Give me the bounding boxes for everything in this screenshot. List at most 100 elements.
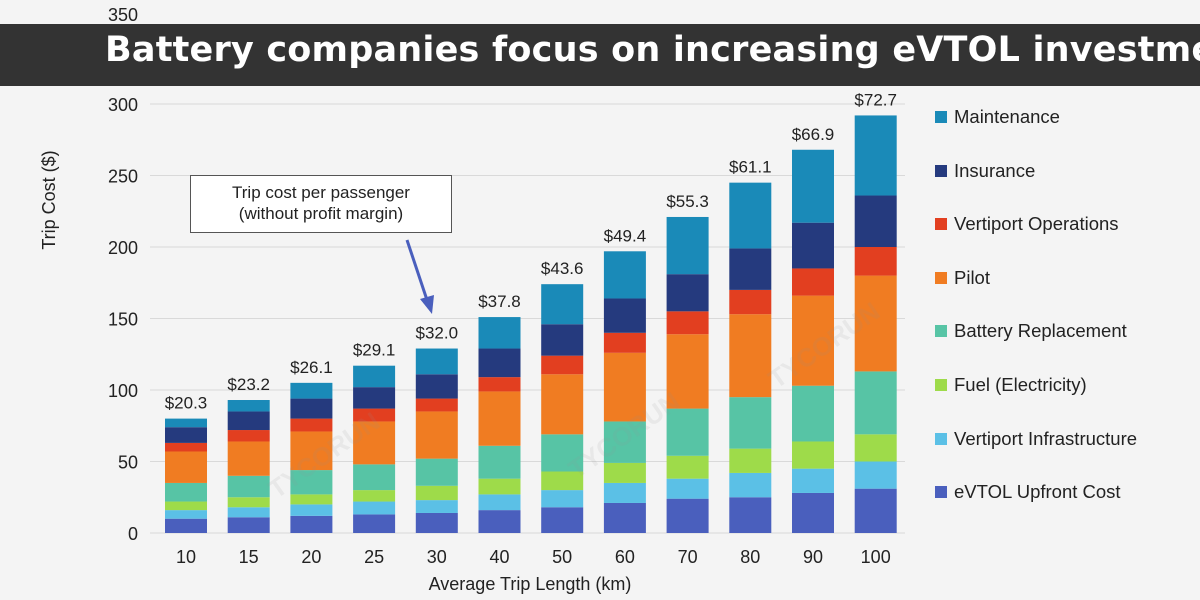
y-tick-label: 50 [118,453,138,473]
y-axis-title: Trip Cost ($) [39,150,59,249]
bar-segment-pilot [792,295,834,386]
legend-item: Battery Replacement [935,320,1127,342]
bar-segment-fuel-electricity- [603,462,646,483]
legend-label: Maintenance [954,106,1060,127]
x-tick-label: 70 [678,547,698,567]
annotation-line-2: (without profit margin) [238,204,404,223]
banner-title: Battery companies focus on increasing eV… [105,30,1200,70]
x-tick-label: 50 [552,547,572,567]
bar-segment-pilot [666,334,709,409]
bar-segment-vertiport-operations [541,355,584,375]
bar-segment-evtol-upfront-cost [603,502,646,533]
x-tick-label: 60 [615,547,635,567]
bar-segment-battery-replacement [666,408,709,456]
bar-segment-battery-replacement [729,397,772,449]
bar-segment-vertiport-operations [290,418,333,432]
bar-segment-maintenance [541,284,584,325]
bar-segment-battery-replacement [165,482,207,502]
x-tick-label: 30 [427,547,447,567]
y-tick-label: 350 [108,5,138,25]
bar-segment-insurance [478,348,521,378]
x-tick-label: 40 [489,547,509,567]
bar-segment-maintenance [165,418,207,428]
bar-segment-pilot [854,275,897,372]
bar-segment-fuel-electricity- [290,494,333,505]
data-label: $55.3 [666,192,709,211]
legend-label: Pilot [954,266,990,288]
legend-item: Vertiport Infrastructure [935,428,1137,450]
bar-segment-maintenance [666,216,709,275]
bar-segment-insurance [227,411,270,431]
y-tick-label: 300 [108,95,138,115]
bar-segment-pilot [729,314,772,398]
bar-segment-battery-replacement [603,421,646,463]
legend-swatch [935,111,947,123]
bar-segment-pilot [290,431,333,471]
bar-segment-vertiport-operations [227,430,270,442]
bar-segment-vertiport-infrastructure [666,478,709,499]
bar-segment-insurance [353,387,396,409]
bar-segment-vertiport-infrastructure [290,504,333,516]
legend-label: Insurance [954,159,1036,181]
bar-segment-evtol-upfront-cost [227,517,270,533]
data-label: $32.0 [416,324,459,343]
legend-item: eVTOL Upfront Cost [935,481,1121,503]
legend-item: Insurance [935,160,1035,182]
bar-segment-fuel-electricity- [478,478,521,495]
bar-segment-maintenance [854,115,897,196]
bar-segment-maintenance [290,382,333,399]
bar-segment-maintenance [478,317,521,349]
arrow-head-icon [420,295,434,314]
bar-segment-vertiport-operations [603,332,646,353]
bar-segment-vertiport-infrastructure [541,490,584,508]
bar-segment-fuel-electricity- [729,448,772,473]
bar-segment-vertiport-operations [666,311,709,335]
bar-segment-insurance [290,398,333,419]
bar-segment-evtol-upfront-cost [478,510,521,533]
bar-segment-pilot [227,441,270,476]
legend-label: Battery Replacement [954,320,1127,342]
legend-swatch [935,379,947,391]
data-label: $49.4 [604,226,647,245]
bar-segment-vertiport-infrastructure [165,510,207,519]
bar-segment-vertiport-operations [478,377,521,392]
data-label: $29.1 [353,341,396,360]
bar-segment-battery-replacement [478,445,521,479]
x-tick-label: 100 [861,547,891,567]
bar-segment-fuel-electricity- [792,441,834,469]
bar-segment-pilot [541,374,584,435]
bar-segment-maintenance [227,400,270,412]
bar-segment-fuel-electricity- [227,497,270,508]
legend-label: eVTOL Upfront Cost [954,481,1121,503]
bar-segment-vertiport-infrastructure [603,482,646,503]
bar-segment-insurance [792,222,834,269]
legend-swatch [935,486,947,499]
bar-segment-maintenance [415,348,458,375]
bar-segment-maintenance [603,251,646,299]
annotation-arrow [405,239,429,301]
bar-segment-battery-replacement [792,385,834,442]
y-tick-label: 100 [108,381,138,401]
bar-segment-vertiport-infrastructure [227,507,270,518]
bar-segment-maintenance [353,365,396,388]
bar-segment-vertiport-infrastructure [729,472,772,498]
bar-segment-insurance [729,248,772,290]
bar-segment-battery-replacement [227,475,270,498]
data-label: $61.1 [729,158,772,177]
bar-segment-battery-replacement [854,371,897,435]
bar-segment-fuel-electricity- [353,490,396,502]
x-tick-label: 15 [239,547,259,567]
bar-segment-pilot [353,421,396,465]
bar-segment-vertiport-infrastructure [415,500,458,513]
bar-segment-evtol-upfront-cost [666,498,709,533]
bar-segment-maintenance [729,182,772,249]
bar-segment-vertiport-operations [353,408,396,422]
bar-segment-battery-replacement [415,458,458,486]
bar-segment-vertiport-operations [854,247,897,276]
y-tick-label: 150 [108,310,138,330]
data-label: $37.8 [478,292,521,311]
legend-item: Maintenance [935,106,1060,128]
bar-segment-pilot [415,411,458,459]
legend-item: Vertiport Operations [935,213,1119,235]
